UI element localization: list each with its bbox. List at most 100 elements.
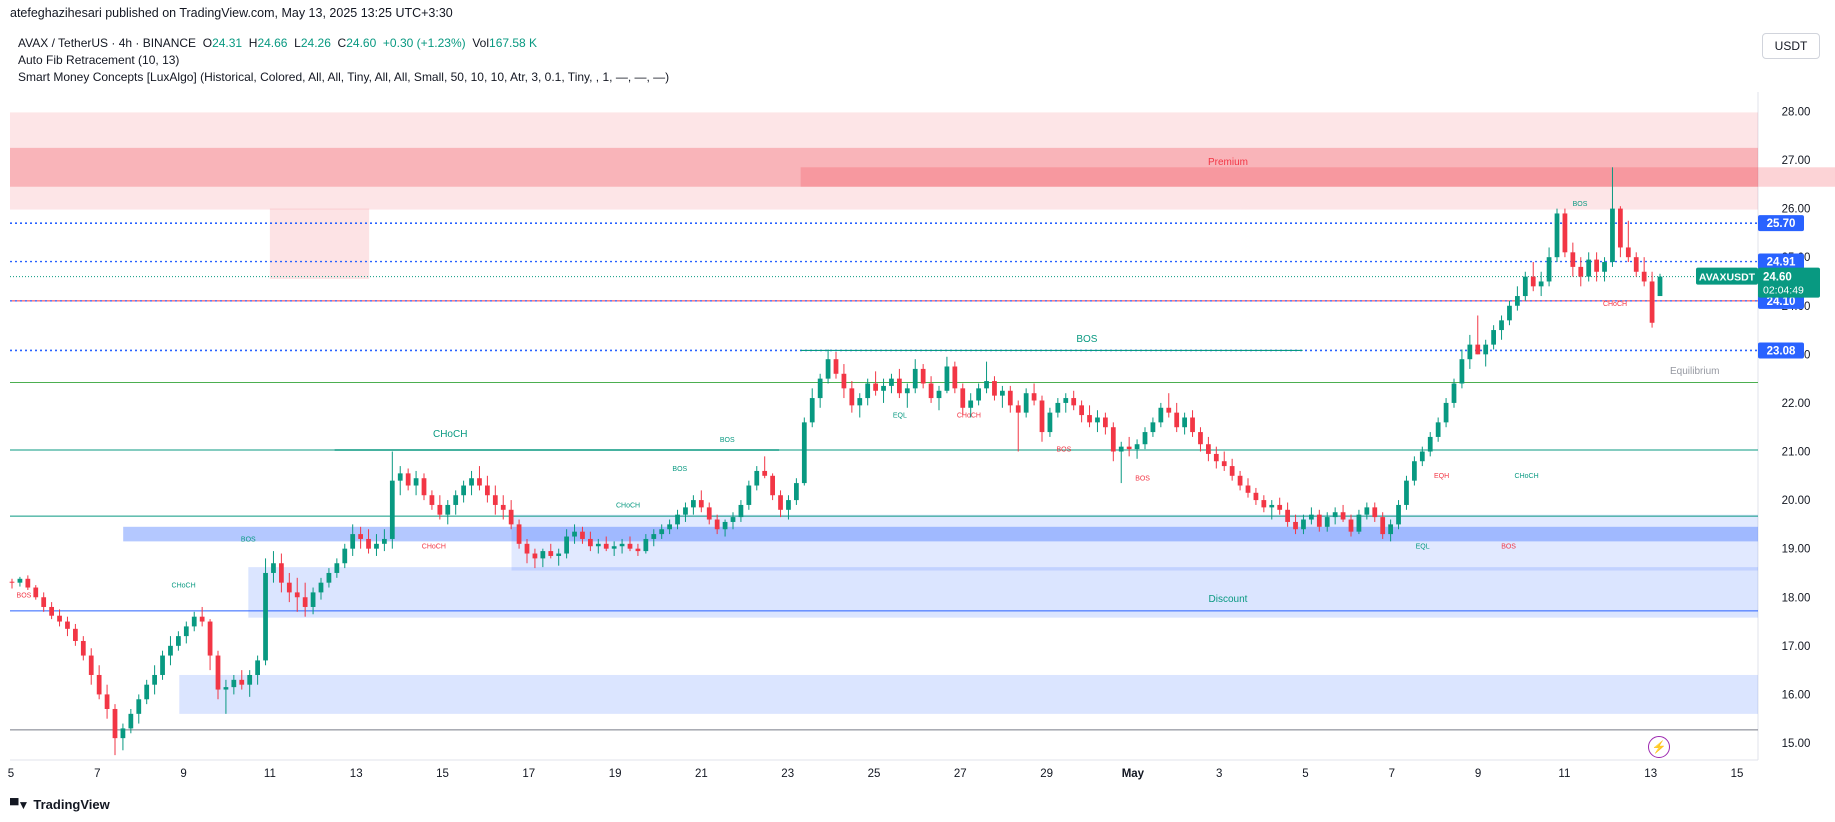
x-tick-label: May xyxy=(1122,768,1145,780)
candle xyxy=(1348,514,1354,537)
candle xyxy=(849,381,855,413)
candle xyxy=(778,490,783,518)
price-tag-label: 23.08 xyxy=(1767,345,1796,357)
candle-body xyxy=(1285,509,1290,522)
structure-label-6: CHoCH xyxy=(422,544,446,551)
candle xyxy=(49,602,54,620)
candle-body xyxy=(104,694,110,709)
candle-body xyxy=(1293,521,1298,530)
structure-label-8: BOS xyxy=(1076,334,1097,345)
high-label: H xyxy=(248,36,258,50)
structure-label-1: CHoCH xyxy=(172,583,196,590)
structure-label-5: BOS xyxy=(672,466,687,473)
indicator-smc[interactable]: Smart Money Concepts [LuxAlgo] (Historic… xyxy=(18,70,670,84)
candle-body xyxy=(809,398,815,423)
candle-body xyxy=(128,713,134,729)
candle-body xyxy=(841,373,847,389)
candle xyxy=(73,623,78,646)
candle xyxy=(421,473,427,501)
candle-body xyxy=(904,388,910,394)
candle-body xyxy=(271,563,276,573)
candle xyxy=(1419,446,1425,467)
candle-body xyxy=(191,616,197,627)
candle xyxy=(1586,252,1592,282)
y-tick-label: 21.00 xyxy=(1782,447,1811,459)
candle xyxy=(168,636,173,666)
candle xyxy=(936,385,942,411)
candle xyxy=(706,502,712,525)
candle xyxy=(112,704,118,756)
symbol-legend-row[interactable]: AVAX / TetherUS · 4h · BINANCE O24.31 H2… xyxy=(18,35,669,52)
candle-body xyxy=(136,699,142,714)
lightning-icon[interactable]: ⚡ xyxy=(1648,736,1670,758)
candle xyxy=(841,364,847,399)
x-tick-label: 11 xyxy=(264,768,276,780)
candle xyxy=(865,378,871,406)
candle-body xyxy=(1221,461,1227,467)
candle xyxy=(33,585,39,600)
candle-body xyxy=(1419,451,1425,462)
candle-body xyxy=(168,645,173,656)
candle-body xyxy=(920,368,926,384)
candle-body xyxy=(524,543,530,554)
candle xyxy=(199,606,205,627)
candle-body xyxy=(294,592,300,598)
candle xyxy=(437,495,443,520)
tradingview-logo[interactable]: ▀▼ TradingView xyxy=(10,797,110,812)
candle-body xyxy=(794,483,799,501)
candle xyxy=(1538,271,1544,297)
candle-body xyxy=(691,500,696,508)
candle xyxy=(746,480,752,510)
candle xyxy=(1229,458,1235,481)
candle-body xyxy=(9,581,15,583)
candle-body xyxy=(152,674,157,685)
structure-label-14: CHoCH xyxy=(1515,473,1539,480)
candle xyxy=(294,577,300,612)
candle xyxy=(1063,393,1069,413)
candle-body xyxy=(183,626,189,637)
candle-body xyxy=(770,475,775,496)
candle-body xyxy=(1618,208,1623,248)
candle xyxy=(992,376,997,401)
candle xyxy=(1142,427,1148,450)
last-price-label: 24.60 xyxy=(1763,272,1792,284)
candle-body xyxy=(1562,213,1568,253)
candle-body xyxy=(1253,492,1259,501)
candle-body xyxy=(350,534,356,549)
candle xyxy=(1174,402,1180,433)
low-label: L xyxy=(294,36,301,50)
candle-body xyxy=(1348,519,1354,532)
candle-body xyxy=(120,728,126,739)
candle-body xyxy=(548,551,554,556)
candle-body xyxy=(635,548,641,552)
candle-body xyxy=(1007,390,1013,406)
candle-body xyxy=(1126,446,1132,450)
candle xyxy=(1245,478,1251,498)
low-value: 24.26 xyxy=(300,36,331,50)
candle-body xyxy=(33,587,39,598)
symbol-title[interactable]: AVAX / TetherUS · 4h · BINANCE xyxy=(18,36,197,50)
indicator-fib[interactable]: Auto Fib Retracement (10, 13) xyxy=(18,53,180,67)
candle xyxy=(215,650,221,700)
x-tick-label: 7 xyxy=(94,768,100,780)
candle-body xyxy=(310,592,316,607)
x-tick-label: 19 xyxy=(609,768,622,780)
currency-button[interactable]: USDT xyxy=(1762,33,1820,59)
x-tick-label: 13 xyxy=(350,768,363,780)
candle xyxy=(667,519,672,535)
candle xyxy=(461,480,466,503)
candle-body xyxy=(358,534,363,539)
candle-body xyxy=(897,378,902,394)
candle xyxy=(1039,395,1045,442)
candle xyxy=(1364,502,1370,520)
x-tick-label: 7 xyxy=(1389,768,1395,780)
candle xyxy=(952,361,958,394)
candle xyxy=(1261,495,1267,513)
y-tick-label: 26.00 xyxy=(1782,204,1811,216)
candle xyxy=(1602,257,1607,282)
candle-body xyxy=(619,543,625,547)
candle-body xyxy=(1404,480,1409,505)
candle-body xyxy=(112,708,118,739)
candle-body xyxy=(49,606,54,616)
